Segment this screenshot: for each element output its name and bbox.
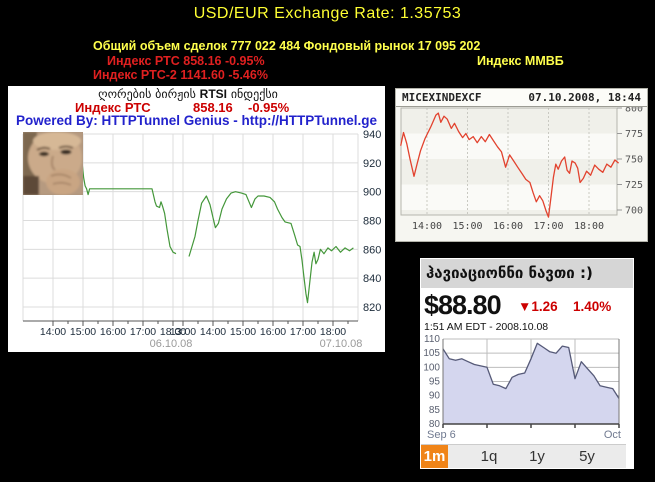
svg-text:110: 110 — [424, 334, 440, 345]
svg-text:18:00: 18:00 — [160, 326, 186, 338]
pensive-man-photo — [23, 132, 83, 195]
svg-text:15:00: 15:00 — [452, 221, 482, 232]
rts-index-line: Индекс РТС 858.16 -0.95% — [107, 54, 265, 68]
rtsi-index-value: 858.16 — [193, 100, 233, 115]
svg-text:800: 800 — [625, 107, 643, 115]
svg-text:880: 880 — [363, 216, 381, 228]
rts2-index-line: Индекс РТС-2 1141.60 -5.46% — [93, 68, 268, 82]
svg-text:06.10.08: 06.10.08 — [150, 338, 193, 350]
svg-text:820: 820 — [363, 302, 381, 314]
rtsi-title-post: ინდექსი — [227, 87, 278, 101]
svg-text:750: 750 — [625, 155, 643, 166]
micex-plot-background — [401, 108, 617, 215]
oil-change-percent: 1.40% — [573, 299, 612, 314]
micex-symbol: MICEXINDEXCF — [402, 91, 482, 104]
range-button-1y[interactable]: 1y — [529, 448, 545, 465]
svg-text:17:00: 17:00 — [290, 326, 316, 338]
oil-price: $88.80 — [424, 290, 502, 320]
oil-y-labels: 110 105 100 95 90 85 80 — [423, 334, 440, 430]
rtsi-date-labels: 06.10.08 07.10.08 — [150, 338, 363, 350]
svg-text:15:00: 15:00 — [230, 326, 256, 338]
svg-text:860: 860 — [363, 244, 381, 256]
micex-y-labels: 800 775 750 725 700 — [617, 107, 643, 217]
svg-text:920: 920 — [363, 158, 381, 170]
oil-x-labels: Sep 6 Oct — [427, 429, 621, 441]
range-button-5y[interactable]: 5y — [579, 448, 595, 465]
oil-price-widget: ჰავიაციონნი ნავთი :) $88.80 ▼1.26 1.40% … — [420, 258, 634, 469]
micex-chart-panel: MICEXINDEXCF 07.10.2008, 18:44 800 775 750… — [395, 88, 648, 242]
svg-text:14:00: 14:00 — [200, 326, 226, 338]
svg-text:13:00: 13:00 — [170, 326, 196, 338]
svg-text:17:00: 17:00 — [130, 326, 156, 338]
micex-chart: 800 775 750 725 700 14:00 15:00 16:00 17:00 18:00 — [400, 107, 643, 232]
svg-text:700: 700 — [625, 206, 643, 217]
oil-change: ▼1.26 — [518, 299, 558, 314]
oil-axes — [442, 339, 620, 428]
svg-text:725: 725 — [625, 180, 643, 191]
svg-text:100: 100 — [423, 362, 440, 373]
svg-text:16:00: 16:00 — [493, 221, 523, 232]
rtsi-x-axis — [23, 320, 358, 326]
rtsi-index-change: -0.95% — [248, 100, 290, 115]
svg-text:07.10.08: 07.10.08 — [320, 338, 363, 350]
svg-text:105: 105 — [423, 348, 440, 359]
svg-text:90: 90 — [429, 391, 441, 402]
mmvb-index-label: Индекс ММВБ — [477, 54, 564, 68]
svg-text:18:00: 18:00 — [320, 326, 346, 338]
micex-timestamp: 07.10.2008, 18:44 — [528, 91, 641, 104]
rtsi-georgian-title: ღორების ბირჟის RTSI ინდექსი — [8, 87, 368, 101]
page-title: USD/EUR Exchange Rate: 1.35753 — [193, 5, 462, 22]
oil-series — [442, 342, 620, 424]
range-button-1q[interactable]: 1q — [480, 448, 498, 465]
svg-text:940: 940 — [363, 129, 381, 141]
svg-text:17:00: 17:00 — [533, 221, 563, 232]
rtsi-index-row: Индекс РТС 858.16 -0.95% — [8, 100, 385, 115]
svg-text:16:00: 16:00 — [260, 326, 286, 338]
svg-text:900: 900 — [363, 187, 381, 199]
svg-text:840: 840 — [363, 273, 381, 285]
micex-grid — [426, 108, 590, 215]
svg-text:14:00: 14:00 — [412, 221, 442, 232]
range-button-1m[interactable]: 1m — [421, 445, 448, 468]
rtsi-title-pre: ღორების ბირჟის — [98, 87, 200, 101]
micex-x-labels: 14:00 15:00 16:00 17:00 18:00 — [412, 221, 604, 232]
svg-text:Sep 6: Sep 6 — [427, 429, 456, 441]
rtsi-chart-panel: ღორების ბირჟის RTSI ინდექსი Индекс РТС 8… — [8, 86, 385, 352]
svg-text:16:00: 16:00 — [100, 326, 126, 338]
svg-text:15:00: 15:00 — [70, 326, 96, 338]
volume-line: Общий объем сделок 777 022 484 Фондовый … — [93, 39, 481, 53]
oil-widget-title: ჰავიაციონნი ნავთი :) — [421, 259, 633, 288]
svg-text:80: 80 — [429, 419, 441, 430]
svg-text:14:00: 14:00 — [40, 326, 66, 338]
micex-series — [400, 112, 620, 218]
range-button-row: 1m 1q 1y 5y — [421, 444, 626, 468]
oil-timestamp: 1:51 AM EDT - 2008.10.08 — [424, 321, 549, 333]
svg-text:18:00: 18:00 — [574, 221, 604, 232]
svg-text:Oct: Oct — [604, 429, 621, 441]
micex-header: MICEXINDEXCF 07.10.2008, 18:44 — [396, 89, 647, 107]
rtsi-title-symbol: RTSI — [199, 87, 227, 101]
svg-text:775: 775 — [625, 129, 643, 140]
svg-text:85: 85 — [429, 405, 441, 416]
rtsi-y-labels: 940 920 900 880 860 840 820 — [363, 129, 381, 314]
svg-text:95: 95 — [429, 377, 441, 388]
powered-by-link[interactable]: Powered By: HTTPTunnel Genius - http://H… — [16, 113, 377, 128]
rtsi-index-label: Индекс РТС — [75, 100, 151, 115]
